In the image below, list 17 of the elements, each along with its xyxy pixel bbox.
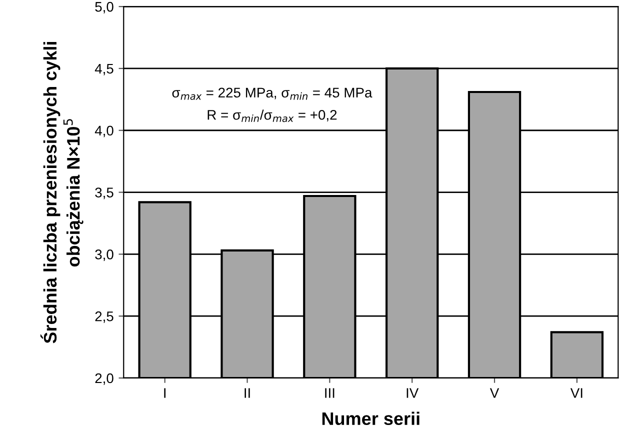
y-tick-label: 3,5 <box>95 188 114 200</box>
y-tick-label: 3,0 <box>95 250 114 261</box>
y-tick-label: 2,0 <box>95 373 114 385</box>
y-axis-title: Średnia liczba przeniesionych cykli obciążenia N×10$^{5}$ <box>40 42 84 344</box>
x-tick-label: II <box>244 388 250 398</box>
x-tick-label: V <box>490 388 500 398</box>
y-tick-label: 5,0 <box>95 2 114 14</box>
y-tick-label: 4,0 <box>94 126 114 138</box>
x-tick-label: I <box>164 388 166 398</box>
annotation: σ$_{max}$ = 225 MPa, σ$_{min}$ = 45 MPa <box>172 88 372 100</box>
x-axis-title: Numer serii <box>322 412 420 426</box>
annotation: R = σ$_{min}$/σ$_{max}$ = +0,2 <box>208 110 337 122</box>
y-tick-label: 2,5 <box>95 311 114 323</box>
x-tick-label: VI <box>570 388 582 398</box>
x-tick-label: III <box>325 388 334 398</box>
x-tick-label: IV <box>406 388 419 398</box>
y-tick-label: 4,5 <box>94 64 114 76</box>
